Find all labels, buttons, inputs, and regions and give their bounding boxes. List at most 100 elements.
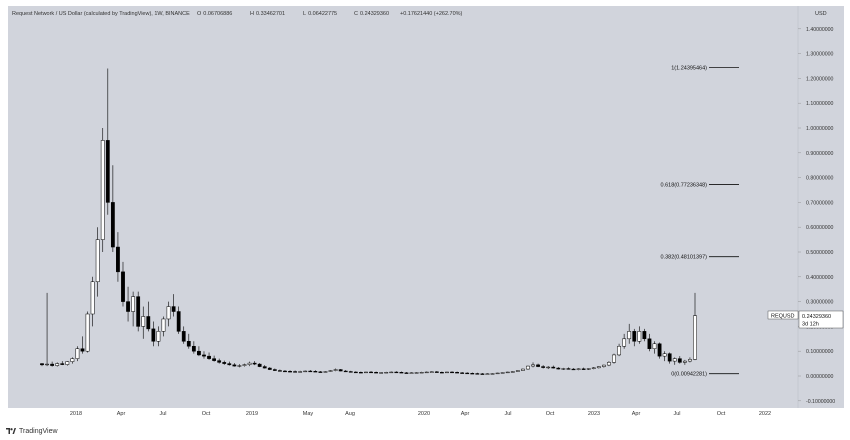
- candle-body-down: [293, 371, 297, 373]
- candle: [95, 227, 100, 297]
- candle: [242, 363, 247, 367]
- fib-levels: 1(1.24395464) 0.618(0.77236348) 0.382(0.48…: [661, 65, 739, 378]
- candle-body-down: [126, 301, 130, 312]
- candle: [394, 371, 399, 374]
- candle: [419, 371, 424, 374]
- x-tick-label: 2019: [246, 411, 258, 417]
- candle-series: [40, 68, 697, 375]
- candle: [688, 357, 692, 363]
- candle: [222, 360, 227, 365]
- candle-body-up: [333, 369, 338, 371]
- footer: TradingView: [0, 422, 850, 440]
- candle: [445, 371, 449, 374]
- candle-body-down: [171, 306, 176, 312]
- candle-body-down: [212, 358, 217, 361]
- candle: [556, 367, 561, 370]
- ohlc-open-value: O 0.06706886: [197, 11, 232, 17]
- y-tick-label: 0.40000000: [806, 275, 834, 281]
- candle: [566, 367, 571, 370]
- candle-body-down: [465, 372, 470, 375]
- candle: [632, 328, 637, 347]
- x-axis-ticks: 2018 Apr Jul Oct 2019 May Aug 2020 Apr Jul Oct 2023…: [70, 411, 771, 417]
- candle: [424, 371, 429, 374]
- candle: [257, 363, 262, 368]
- x-tick-label: Jul: [504, 411, 511, 417]
- candle-body-down: [404, 372, 409, 374]
- candle: [121, 261, 125, 307]
- candle: [45, 292, 49, 367]
- candle-body-down: [359, 372, 363, 374]
- candle-body-down: [536, 364, 540, 367]
- candle: [70, 357, 75, 364]
- candle: [546, 366, 551, 370]
- candle: [313, 370, 318, 373]
- candle: [298, 370, 303, 373]
- candle-body-up: [364, 371, 368, 374]
- candle: [470, 372, 475, 375]
- candle: [591, 367, 596, 370]
- candle-body-down: [146, 316, 151, 330]
- candle: [667, 352, 672, 364]
- candle: [369, 371, 373, 374]
- plot-background: [8, 6, 798, 408]
- candle-body-down: [374, 372, 378, 374]
- candle-body-up: [45, 363, 49, 366]
- candlestick-chart[interactable]: Request Network / US Dollar (calculated …: [0, 0, 850, 422]
- x-tick-label: 2020: [418, 411, 430, 417]
- candle-body-down: [399, 372, 404, 374]
- candle-body-up: [55, 363, 60, 366]
- x-tick-label: May: [303, 411, 314, 417]
- candle: [455, 371, 459, 374]
- candle: [308, 370, 313, 373]
- candle-body-down: [353, 371, 358, 374]
- candle-body-up: [100, 140, 105, 240]
- candle: [541, 365, 546, 369]
- bar-countdown: 3d 12h: [802, 322, 819, 328]
- candle: [551, 365, 556, 369]
- candle-body-up: [531, 364, 535, 367]
- candle: [515, 370, 520, 373]
- candle: [682, 359, 687, 365]
- candle-body-up: [607, 362, 611, 366]
- candle-body-up: [561, 368, 566, 370]
- currency-label: USD: [815, 11, 827, 17]
- candle-body-down: [105, 140, 110, 203]
- price-axis-background[interactable]: [798, 6, 844, 408]
- candle: [526, 365, 530, 370]
- candle-body-down: [136, 296, 141, 327]
- candle-body-down: [222, 362, 227, 364]
- fib-level-label: 1(1.24395464): [671, 65, 707, 71]
- tradingview-brand: TradingView: [19, 427, 58, 435]
- candle: [267, 367, 272, 371]
- candle: [90, 276, 95, 327]
- candle-body-down: [338, 369, 343, 372]
- candle: [303, 370, 308, 373]
- candle: [186, 333, 191, 349]
- candle: [374, 371, 378, 374]
- candle: [85, 311, 90, 353]
- candle-body-down: [343, 370, 348, 373]
- candle-body-down: [460, 372, 465, 374]
- candle-body-up: [505, 371, 510, 374]
- candle-body-up: [490, 373, 495, 375]
- candle-body-down: [197, 350, 201, 356]
- last-price-tag: REQUSD 0.24329360 3d 12h: [767, 310, 844, 329]
- candle: [227, 361, 232, 366]
- fib-level-label: 0.618(0.77236348): [661, 182, 708, 188]
- tradingview-logo[interactable]: TradingView: [6, 427, 58, 435]
- x-tick-label: Apr: [632, 411, 641, 417]
- candle-body-up: [612, 354, 616, 363]
- candle-body-up: [546, 366, 551, 369]
- candle-body-up: [445, 371, 449, 374]
- ohlc-low-value: L 0.06422775: [303, 11, 337, 17]
- candle: [207, 352, 211, 360]
- candle-body-down: [217, 360, 222, 363]
- candle-body-up: [429, 371, 434, 373]
- candle: [151, 321, 156, 347]
- candle-body-up: [682, 360, 687, 363]
- candle-body-down: [207, 355, 211, 359]
- candle-body-up: [622, 338, 627, 347]
- candle-body-down: [394, 371, 399, 374]
- ohlc-low: 0.06422775: [308, 11, 337, 17]
